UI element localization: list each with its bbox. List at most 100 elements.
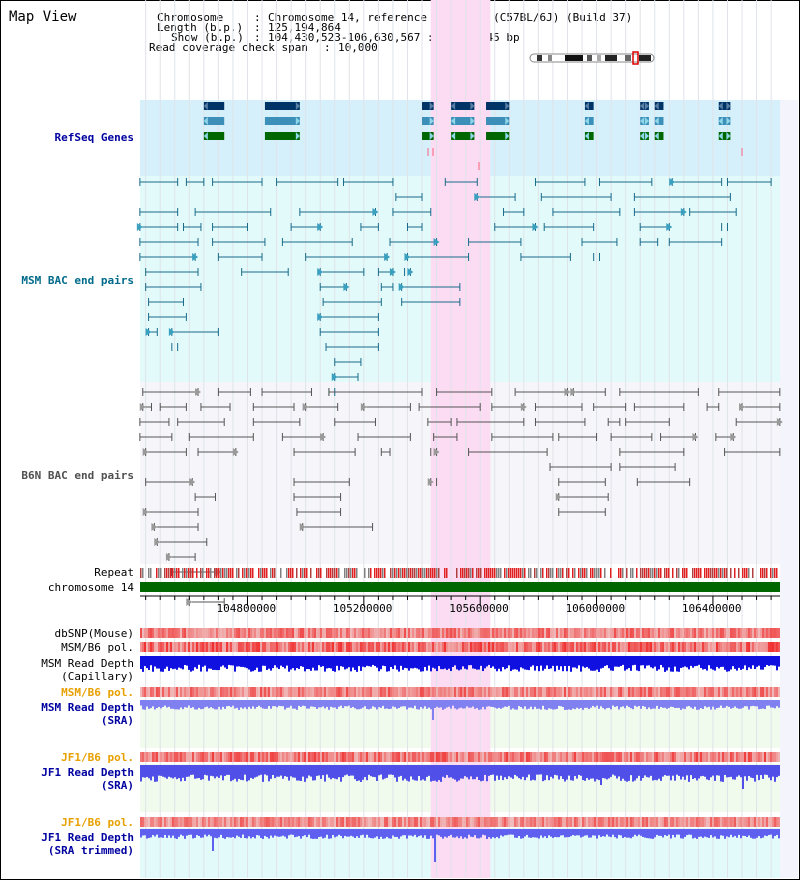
jf1-pol-2-cell — [464, 817, 466, 827]
msm-depth-cap-bar — [176, 656, 178, 670]
msm-depth-cap-bar — [532, 656, 534, 666]
msm-b6-pol-2-cell — [698, 687, 700, 697]
jf1-pol-cell — [388, 752, 390, 762]
jf1-pol-2-cell — [300, 817, 302, 827]
dbsnp-cell — [556, 628, 558, 638]
jf1-depth-sra-bar — [166, 765, 168, 779]
msm-b6-pol-cell — [548, 642, 550, 652]
jf1-depth-trim-bar — [240, 829, 242, 838]
msm-depth-sra-bar — [356, 700, 358, 710]
msm-b6-pol-2-cell — [612, 687, 614, 697]
dbsnp-cell — [330, 628, 332, 638]
dbsnp-cell — [500, 628, 502, 638]
msm-b6-pol-2-cell — [724, 687, 726, 697]
msm-b6-pol-2-cell — [720, 687, 722, 697]
jf1-pol-2-cell — [412, 817, 414, 827]
msm-depth-cap-bar — [714, 656, 716, 671]
msm-depth-cap-bar — [394, 656, 396, 666]
msm-b6-pol-2-cell — [766, 687, 768, 697]
dbsnp-cell — [486, 628, 488, 638]
jf1-depth-sra-bar — [244, 765, 246, 775]
msm-b6-pol-2-cell — [200, 687, 202, 697]
jf1-pol-cell — [744, 752, 746, 762]
b6n-bac-arrow — [142, 448, 149, 456]
msm-b6-pol-2-cell — [356, 687, 358, 697]
jf1-depth-trim-bar — [208, 829, 210, 835]
jf1-depth-trim-bar — [700, 829, 702, 837]
msm-depth-sra-bar — [726, 700, 728, 706]
jf1-pol-2-cell — [772, 817, 774, 827]
jf1-depth-trim-bar — [704, 829, 706, 837]
repeat-mark — [548, 568, 550, 578]
msm-b6-pol-cell — [294, 642, 296, 652]
msm-bac-arrow — [433, 238, 440, 246]
jf1-pol-2-cell — [634, 817, 636, 827]
gene-arrow — [295, 132, 300, 140]
msm-depth-sra-bar — [764, 700, 766, 710]
msm-depth-sra-bar — [236, 700, 238, 708]
msm-b6-pol-cell — [502, 642, 504, 652]
jf1-depth-sra-bar — [224, 765, 226, 776]
repeat-mark — [238, 568, 240, 578]
jf1-pol-2-cell — [722, 817, 724, 827]
msm-b6-pol-2-cell — [394, 687, 396, 697]
jf1-depth-sra-bar — [540, 765, 542, 775]
msm-bac-arrow — [389, 268, 396, 276]
msm-depth-sra-bar — [198, 700, 200, 708]
jf1-depth-trim-bar — [162, 829, 164, 838]
msm-b6-pol-2-cell — [242, 687, 244, 697]
jf1-depth-trim-bar — [182, 829, 184, 836]
msm-depth-sra-bar — [636, 700, 638, 707]
msm-b6-pol-cell — [738, 642, 740, 652]
msm-b6-pol-cell — [244, 642, 246, 652]
jf1-depth-sra-bar — [370, 765, 372, 777]
jf1-depth-sra-bar — [188, 765, 190, 777]
jf1-pol-cell — [748, 752, 750, 762]
jf1-depth-trim-bar — [752, 829, 754, 839]
msm-b6-pol-cell — [422, 642, 424, 652]
jf1-depth-trim-bar — [628, 829, 630, 838]
jf1-depth-trim-bar — [274, 829, 276, 836]
jf1-pol-cell — [196, 752, 198, 762]
jf1-pol-2-cell — [590, 817, 592, 827]
jf1-pol-2-cell — [230, 817, 232, 827]
msm-depth-sra-bar — [648, 700, 650, 708]
msm-b6-pol-cell — [274, 642, 276, 652]
msm-b6-pol-cell — [288, 642, 290, 652]
jf1-depth-sra-bar — [364, 765, 366, 778]
dbsnp-cell — [258, 628, 260, 638]
msm-depth-sra-bar — [538, 700, 540, 709]
jf1-pol-cell — [218, 752, 220, 762]
msm-depth-cap-bar — [202, 656, 204, 667]
msm-depth-cap-bar — [508, 656, 510, 666]
msm-b6-pol-2-cell — [738, 687, 740, 697]
dbsnp-cell — [574, 628, 576, 638]
msm-b6-pol-2-cell — [260, 687, 262, 697]
msm-depth-sra-bar — [558, 700, 560, 706]
msm-depth-sra-bar — [626, 700, 628, 706]
gene-arrow — [470, 117, 475, 125]
jf1-pol-2-cell — [192, 817, 194, 827]
msm-b6-pol-cell — [708, 642, 710, 652]
jf1-pol-2-cell — [510, 817, 512, 827]
dbsnp-cell — [372, 628, 374, 638]
msm-depth-cap-bar — [314, 656, 316, 671]
dbsnp-cell — [688, 628, 690, 638]
jf1-pol-2-cell — [624, 817, 626, 827]
jf1-pol-2-cell — [410, 817, 412, 827]
msm-depth-sra-bar — [374, 700, 376, 708]
jf1-depth-trim-bar — [746, 829, 748, 838]
dbsnp-cell — [502, 628, 504, 638]
jf1-depth-trim-bar — [142, 829, 144, 836]
msm-depth-cap-bar — [318, 656, 320, 666]
jf1-depth-trim-bar — [516, 829, 518, 838]
msm-b6-pol-2-cell — [702, 687, 704, 697]
jf1-pol-cell — [246, 752, 248, 762]
jf1-depth-trim-bar — [712, 829, 714, 838]
jf1-depth-sra-bar — [550, 765, 552, 777]
msm-b6-pol-cell — [684, 642, 686, 652]
jf1-depth-sra-bar — [500, 765, 502, 776]
jf1-pol-2-cell — [398, 817, 400, 827]
jf1-depth-sra-bar — [208, 765, 210, 781]
